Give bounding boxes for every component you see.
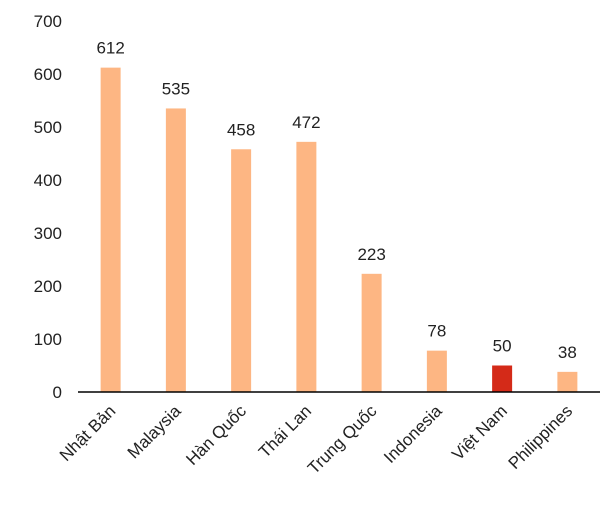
- bar: [165, 108, 186, 392]
- data-label: 223: [357, 245, 385, 264]
- y-tick-label: 500: [34, 118, 62, 137]
- category-label: Hàn Quốc: [182, 401, 250, 469]
- y-tick-label: 700: [34, 12, 62, 31]
- y-tick-label: 0: [53, 383, 62, 402]
- category-label: Việt Nam: [448, 401, 511, 464]
- category-label: Nhật Bản: [56, 401, 120, 465]
- data-label: 38: [558, 343, 577, 362]
- category-label: Trung Quốc: [304, 401, 381, 478]
- bar: [492, 365, 513, 392]
- bars: [100, 67, 578, 392]
- bar: [296, 141, 317, 392]
- data-label: 78: [427, 322, 446, 341]
- bar: [557, 371, 578, 392]
- data-label: 612: [96, 39, 124, 58]
- data-label: 50: [493, 337, 512, 356]
- category-label: Malaysia: [124, 401, 185, 462]
- data-label: 535: [162, 79, 190, 98]
- bar: [361, 273, 382, 392]
- data-label: 458: [227, 120, 255, 139]
- y-tick-label: 300: [34, 224, 62, 243]
- y-tick-label: 600: [34, 65, 62, 84]
- category-label: Indonesia: [380, 401, 446, 467]
- y-tick-label: 400: [34, 171, 62, 190]
- bar: [231, 149, 252, 392]
- y-tick-label: 100: [34, 330, 62, 349]
- y-axis-ticks: 0 100 200 300 400 500 600 700: [34, 12, 62, 402]
- bar: [100, 67, 121, 392]
- y-tick-label: 200: [34, 277, 62, 296]
- data-label: 472: [292, 113, 320, 132]
- category-label: Philippines: [505, 401, 577, 473]
- bar: [426, 350, 447, 392]
- data-labels: 612 535 458 472 223 78 50 38: [96, 39, 576, 362]
- category-label: Thái Lan: [255, 401, 315, 461]
